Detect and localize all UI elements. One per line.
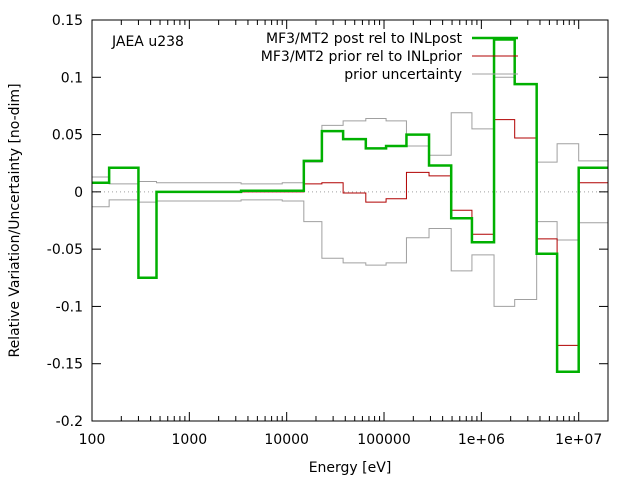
x-tick-label: 100 [79, 432, 106, 448]
chart-annotation: JAEA u238 [111, 34, 184, 50]
y-tick-label: 0 [74, 185, 83, 201]
series-line-0 [92, 38, 608, 373]
y-tick-label: 0.15 [52, 13, 83, 29]
y-tick-label: 0.05 [52, 128, 83, 144]
series-line-2-negative [92, 199, 608, 307]
x-tick-label: 1e+07 [555, 432, 602, 448]
legend-item: MF3/MT2 prior rel to INLprior [261, 49, 518, 65]
y-tick-label: -0.2 [56, 414, 83, 430]
y-axis-title: Relative Variation/Uncertainty [no-dim] [7, 83, 23, 357]
x-tick-label: 10000 [264, 432, 309, 448]
x-tick-label: 1e+06 [458, 432, 505, 448]
plot-frame [91, 19, 609, 422]
x-tick-label: 100000 [357, 432, 410, 448]
y-tick-label: -0.05 [47, 242, 83, 258]
series-layer [92, 38, 608, 373]
legend-label: MF3/MT2 post rel to INLpost [266, 31, 462, 47]
x-axis-title: Energy [eV] [309, 460, 392, 476]
series-0 [92, 38, 608, 373]
legend: MF3/MT2 post rel to INLpost MF3/MT2 prior… [261, 31, 518, 83]
y-tick-label: -0.15 [47, 357, 83, 373]
y-tick-label: 0.1 [61, 70, 83, 86]
legend-item: MF3/MT2 post rel to INLpost [266, 31, 518, 47]
legend-item: prior uncertainty [344, 67, 518, 83]
x-tick-label: 1000 [172, 432, 208, 448]
y-tick-label: -0.1 [56, 299, 83, 315]
legend-label: MF3/MT2 prior rel to INLprior [261, 49, 462, 65]
legend-label: prior uncertainty [344, 67, 462, 83]
tick-layer: 100 1000 10000 100000 1e+06 1e+07 -0.2 -0.15 -0.… [47, 13, 609, 448]
